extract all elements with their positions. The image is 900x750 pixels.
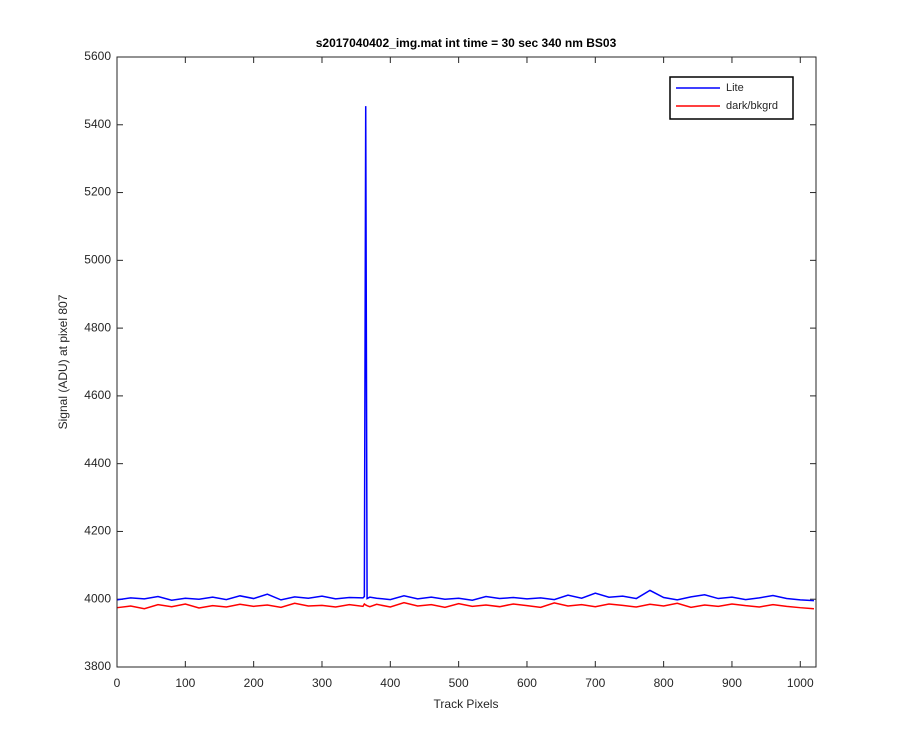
y-tick-label: 4600 <box>84 388 111 402</box>
plot-frame <box>116 56 817 668</box>
legend-box <box>669 76 794 120</box>
x-tick-label: 400 <box>380 676 400 690</box>
x-tick-label: 500 <box>449 676 469 690</box>
y-tick-label: 4400 <box>84 456 111 470</box>
x-tick-label: 700 <box>585 676 605 690</box>
x-tick-label: 1000 <box>787 676 814 690</box>
chart-title: s2017040402_img.mat int time = 30 sec 34… <box>316 36 617 50</box>
y-tick-label: 5400 <box>84 117 111 131</box>
y-tick-label: 4800 <box>84 320 111 334</box>
y-axis-label: Signal (ADU) at pixel 807 <box>56 294 70 429</box>
x-tick-label: 300 <box>312 676 332 690</box>
x-tick-label: 0 <box>114 676 121 690</box>
y-tick-label: 4000 <box>84 591 111 605</box>
x-tick-label: 100 <box>175 676 195 690</box>
y-tick-label: 5200 <box>84 185 111 199</box>
x-tick-label: 600 <box>517 676 537 690</box>
x-tick-label: 900 <box>722 676 742 690</box>
x-tick-label: 200 <box>244 676 264 690</box>
legend-label: dark/bkgrd <box>726 100 778 112</box>
y-tick-label: 4200 <box>84 524 111 538</box>
data-line <box>116 601 815 610</box>
y-tick-label: 5600 <box>84 49 111 63</box>
y-tick-label: 5000 <box>84 253 111 267</box>
x-axis-label: Track Pixels <box>434 697 499 711</box>
x-tick-label: 800 <box>654 676 674 690</box>
y-tick-label: 3800 <box>84 659 111 673</box>
legend-label: Lite <box>726 82 744 94</box>
data-line <box>116 106 814 602</box>
legend: Lite dark/bkgrd <box>669 76 794 120</box>
